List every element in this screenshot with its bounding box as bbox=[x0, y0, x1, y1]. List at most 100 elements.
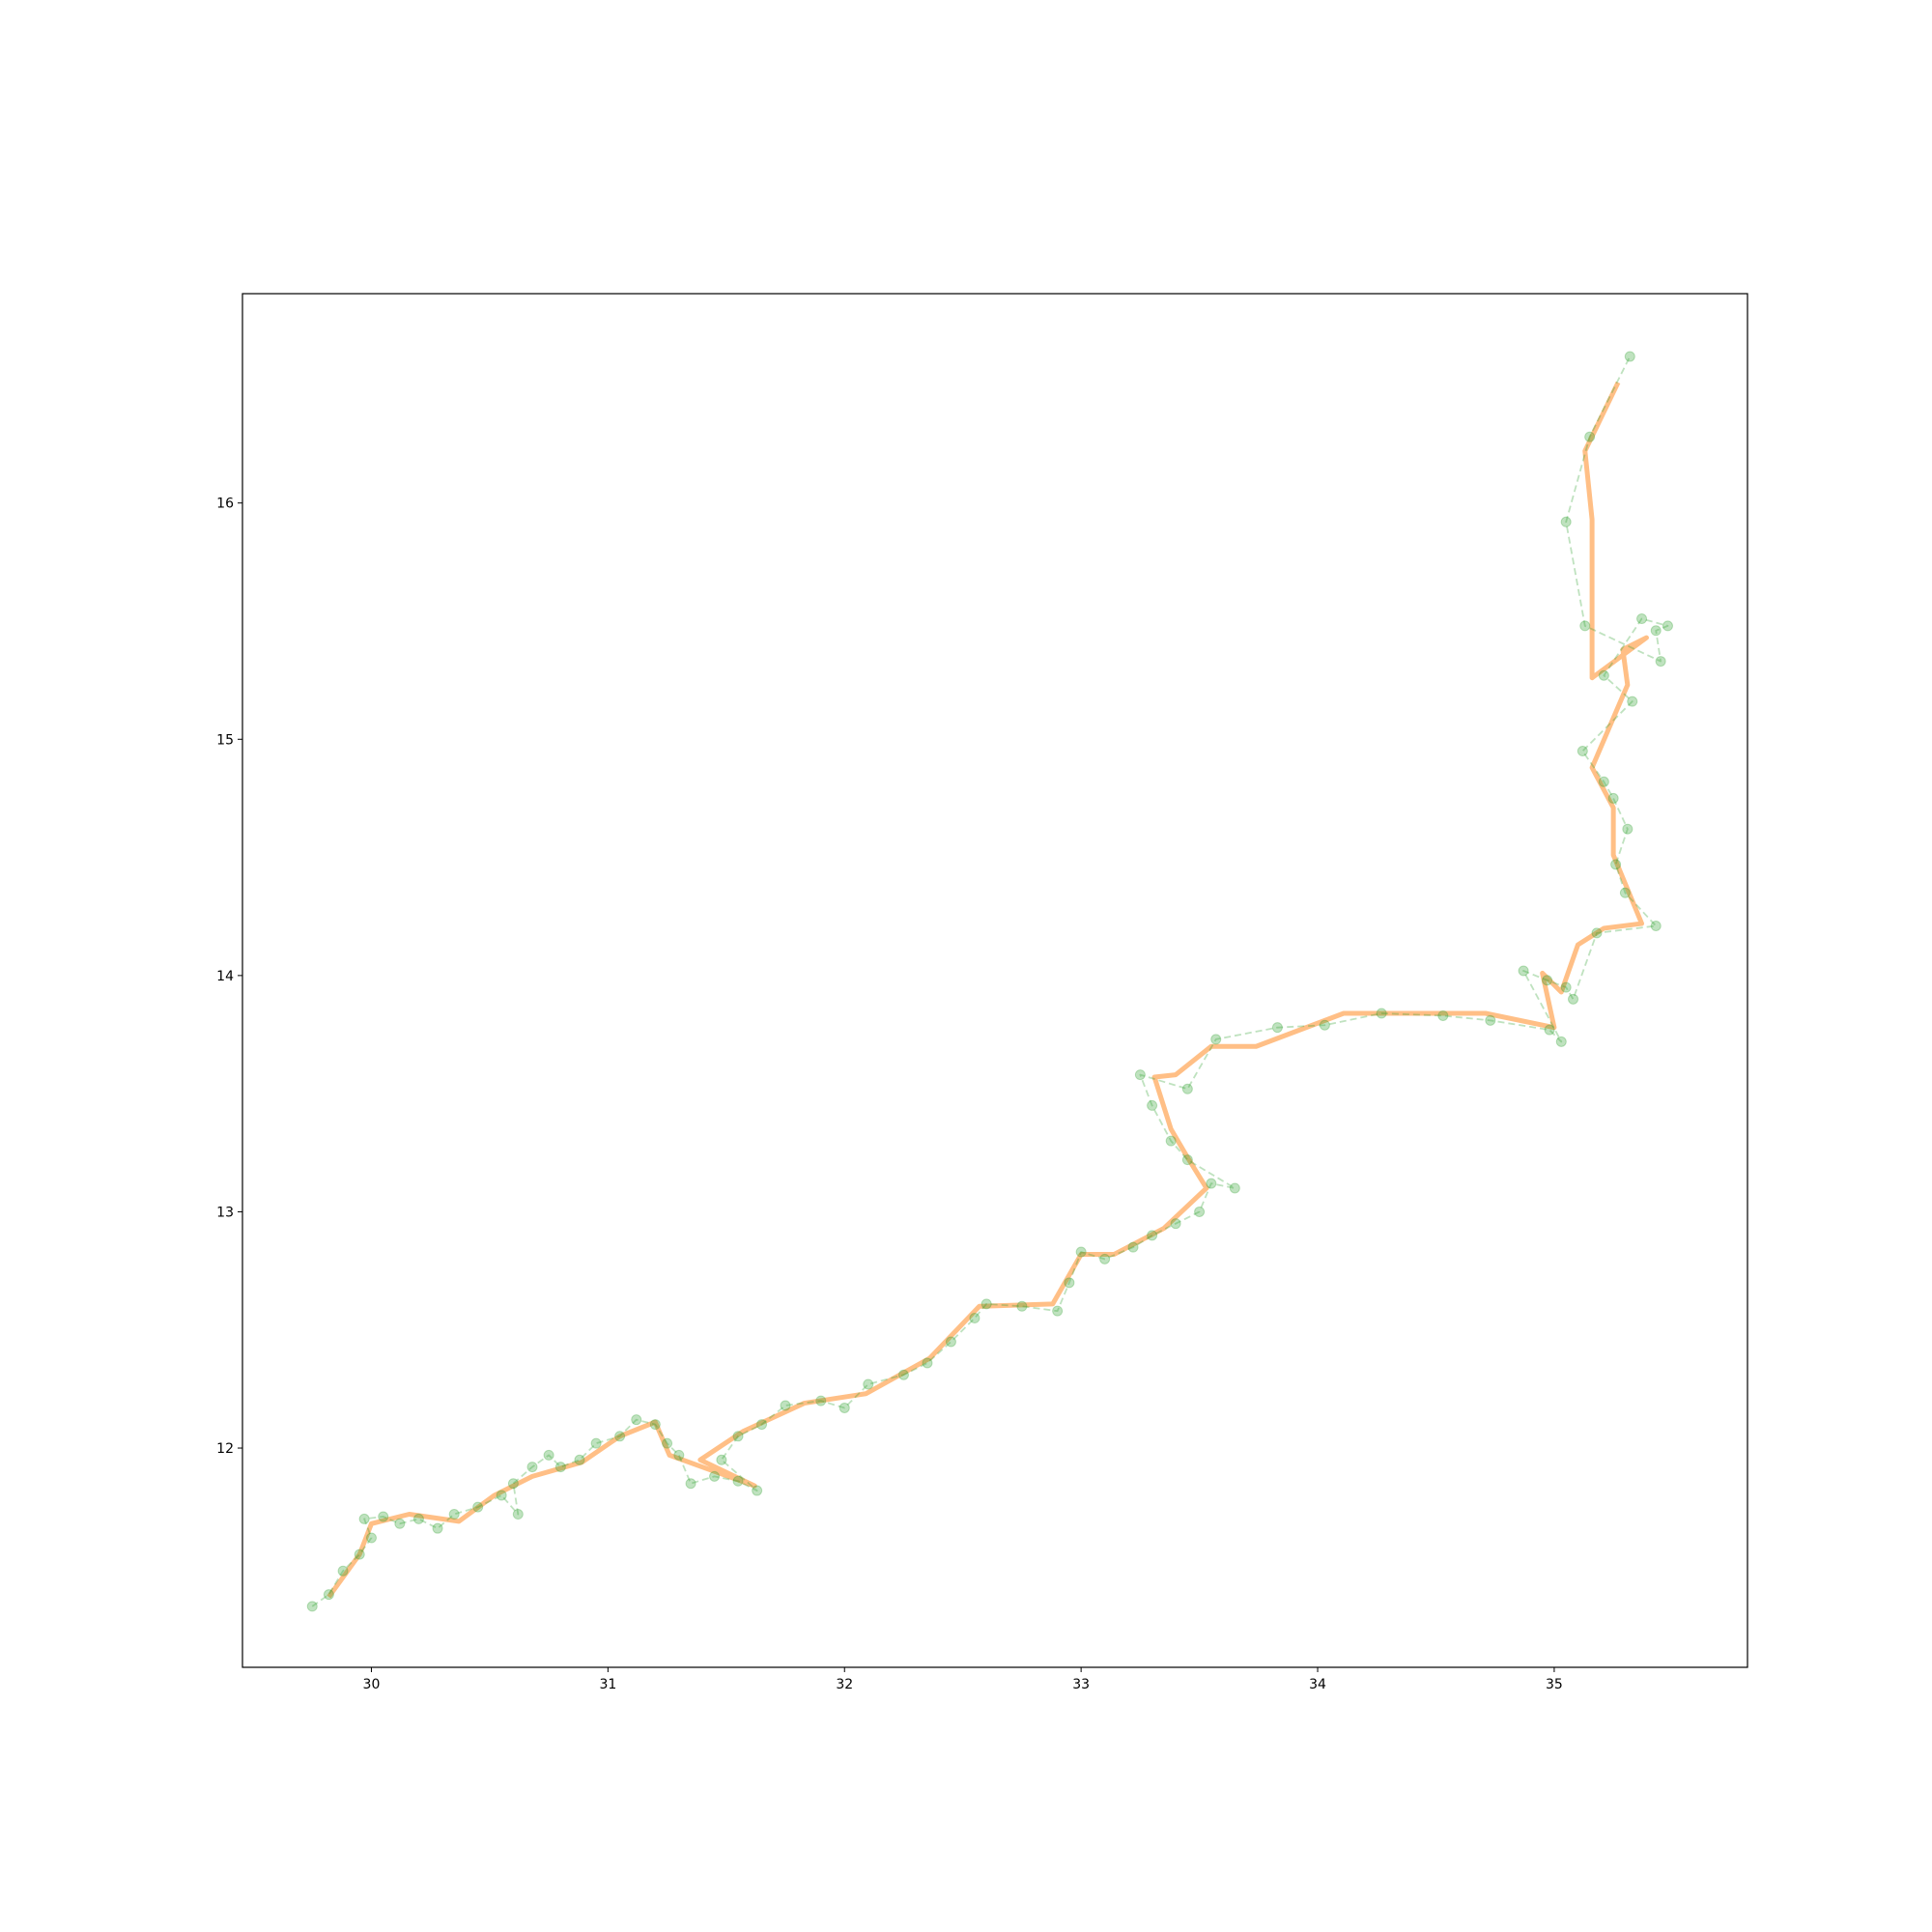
point bbox=[1542, 975, 1553, 986]
point bbox=[1052, 1305, 1064, 1317]
point bbox=[1544, 1024, 1555, 1036]
point bbox=[394, 1518, 406, 1529]
point bbox=[752, 1485, 763, 1496]
point bbox=[543, 1449, 554, 1461]
point bbox=[1568, 993, 1579, 1005]
point bbox=[1271, 1022, 1283, 1034]
point bbox=[969, 1313, 980, 1324]
point bbox=[354, 1548, 365, 1560]
point bbox=[574, 1454, 585, 1465]
x-tick-label: 32 bbox=[836, 1677, 853, 1692]
point bbox=[1181, 1154, 1193, 1166]
point bbox=[1579, 620, 1591, 632]
point bbox=[590, 1437, 602, 1449]
point bbox=[1598, 669, 1609, 681]
point bbox=[1147, 1099, 1158, 1111]
point bbox=[323, 1589, 334, 1601]
point bbox=[306, 1601, 318, 1612]
point bbox=[1555, 1036, 1567, 1047]
point bbox=[1584, 431, 1596, 442]
point bbox=[945, 1336, 956, 1348]
point bbox=[780, 1400, 791, 1411]
point bbox=[838, 1402, 850, 1413]
point bbox=[709, 1470, 721, 1482]
point bbox=[507, 1478, 519, 1490]
point bbox=[1598, 776, 1609, 787]
point bbox=[1650, 921, 1662, 932]
point bbox=[1210, 1034, 1222, 1045]
point bbox=[496, 1490, 507, 1501]
point bbox=[1607, 792, 1619, 804]
point bbox=[1194, 1206, 1206, 1217]
point bbox=[662, 1437, 673, 1449]
point bbox=[1064, 1277, 1075, 1289]
point bbox=[472, 1501, 484, 1513]
point bbox=[378, 1511, 389, 1522]
point bbox=[432, 1522, 443, 1534]
point bbox=[412, 1513, 424, 1524]
point bbox=[337, 1565, 349, 1577]
point bbox=[980, 1298, 992, 1310]
point bbox=[1099, 1253, 1111, 1264]
point bbox=[1624, 351, 1635, 362]
point bbox=[716, 1454, 727, 1465]
point bbox=[1127, 1241, 1139, 1253]
point bbox=[1627, 696, 1638, 707]
point bbox=[1655, 656, 1666, 668]
point bbox=[1437, 1009, 1449, 1021]
x-tick-label: 30 bbox=[363, 1677, 381, 1692]
point bbox=[1165, 1135, 1177, 1147]
point bbox=[1319, 1019, 1330, 1031]
point bbox=[673, 1449, 685, 1461]
point bbox=[1147, 1230, 1158, 1241]
point bbox=[863, 1378, 874, 1390]
point bbox=[1560, 981, 1572, 993]
point bbox=[732, 1431, 744, 1442]
point bbox=[1229, 1182, 1240, 1194]
point bbox=[685, 1478, 696, 1490]
x-tick-label: 35 bbox=[1546, 1677, 1563, 1692]
series-line bbox=[311, 355, 1669, 1607]
point bbox=[1485, 1014, 1496, 1026]
point bbox=[358, 1513, 370, 1524]
x-tick-label: 33 bbox=[1072, 1677, 1090, 1692]
y-tick-label: 16 bbox=[216, 497, 234, 512]
point bbox=[756, 1419, 768, 1431]
point bbox=[1170, 1218, 1181, 1230]
point bbox=[554, 1462, 566, 1473]
plot-frame bbox=[242, 293, 1748, 1668]
point bbox=[1619, 887, 1631, 898]
point bbox=[1134, 1069, 1146, 1081]
point bbox=[1016, 1300, 1028, 1312]
point bbox=[631, 1414, 642, 1426]
point bbox=[512, 1509, 524, 1520]
point bbox=[1650, 625, 1662, 637]
point bbox=[1610, 859, 1622, 870]
point bbox=[1518, 965, 1529, 977]
point bbox=[649, 1419, 661, 1431]
point bbox=[1622, 823, 1634, 835]
point bbox=[1577, 746, 1588, 757]
x-tick-label: 31 bbox=[599, 1677, 616, 1692]
point bbox=[365, 1532, 377, 1544]
point bbox=[448, 1509, 460, 1520]
point bbox=[1376, 1008, 1387, 1019]
point bbox=[1560, 516, 1572, 527]
point bbox=[815, 1395, 827, 1406]
point bbox=[1662, 620, 1673, 632]
point bbox=[1591, 927, 1603, 939]
y-tick-label: 12 bbox=[216, 1441, 234, 1457]
point bbox=[897, 1369, 909, 1380]
point bbox=[1636, 613, 1648, 625]
point bbox=[614, 1431, 626, 1442]
point bbox=[526, 1462, 538, 1473]
y-tick-label: 15 bbox=[216, 732, 234, 748]
point bbox=[1075, 1246, 1087, 1258]
point bbox=[1206, 1178, 1217, 1189]
x-tick-label: 34 bbox=[1309, 1677, 1326, 1692]
point bbox=[732, 1475, 744, 1487]
y-tick-label: 14 bbox=[216, 969, 234, 984]
y-tick-label: 13 bbox=[216, 1205, 234, 1220]
